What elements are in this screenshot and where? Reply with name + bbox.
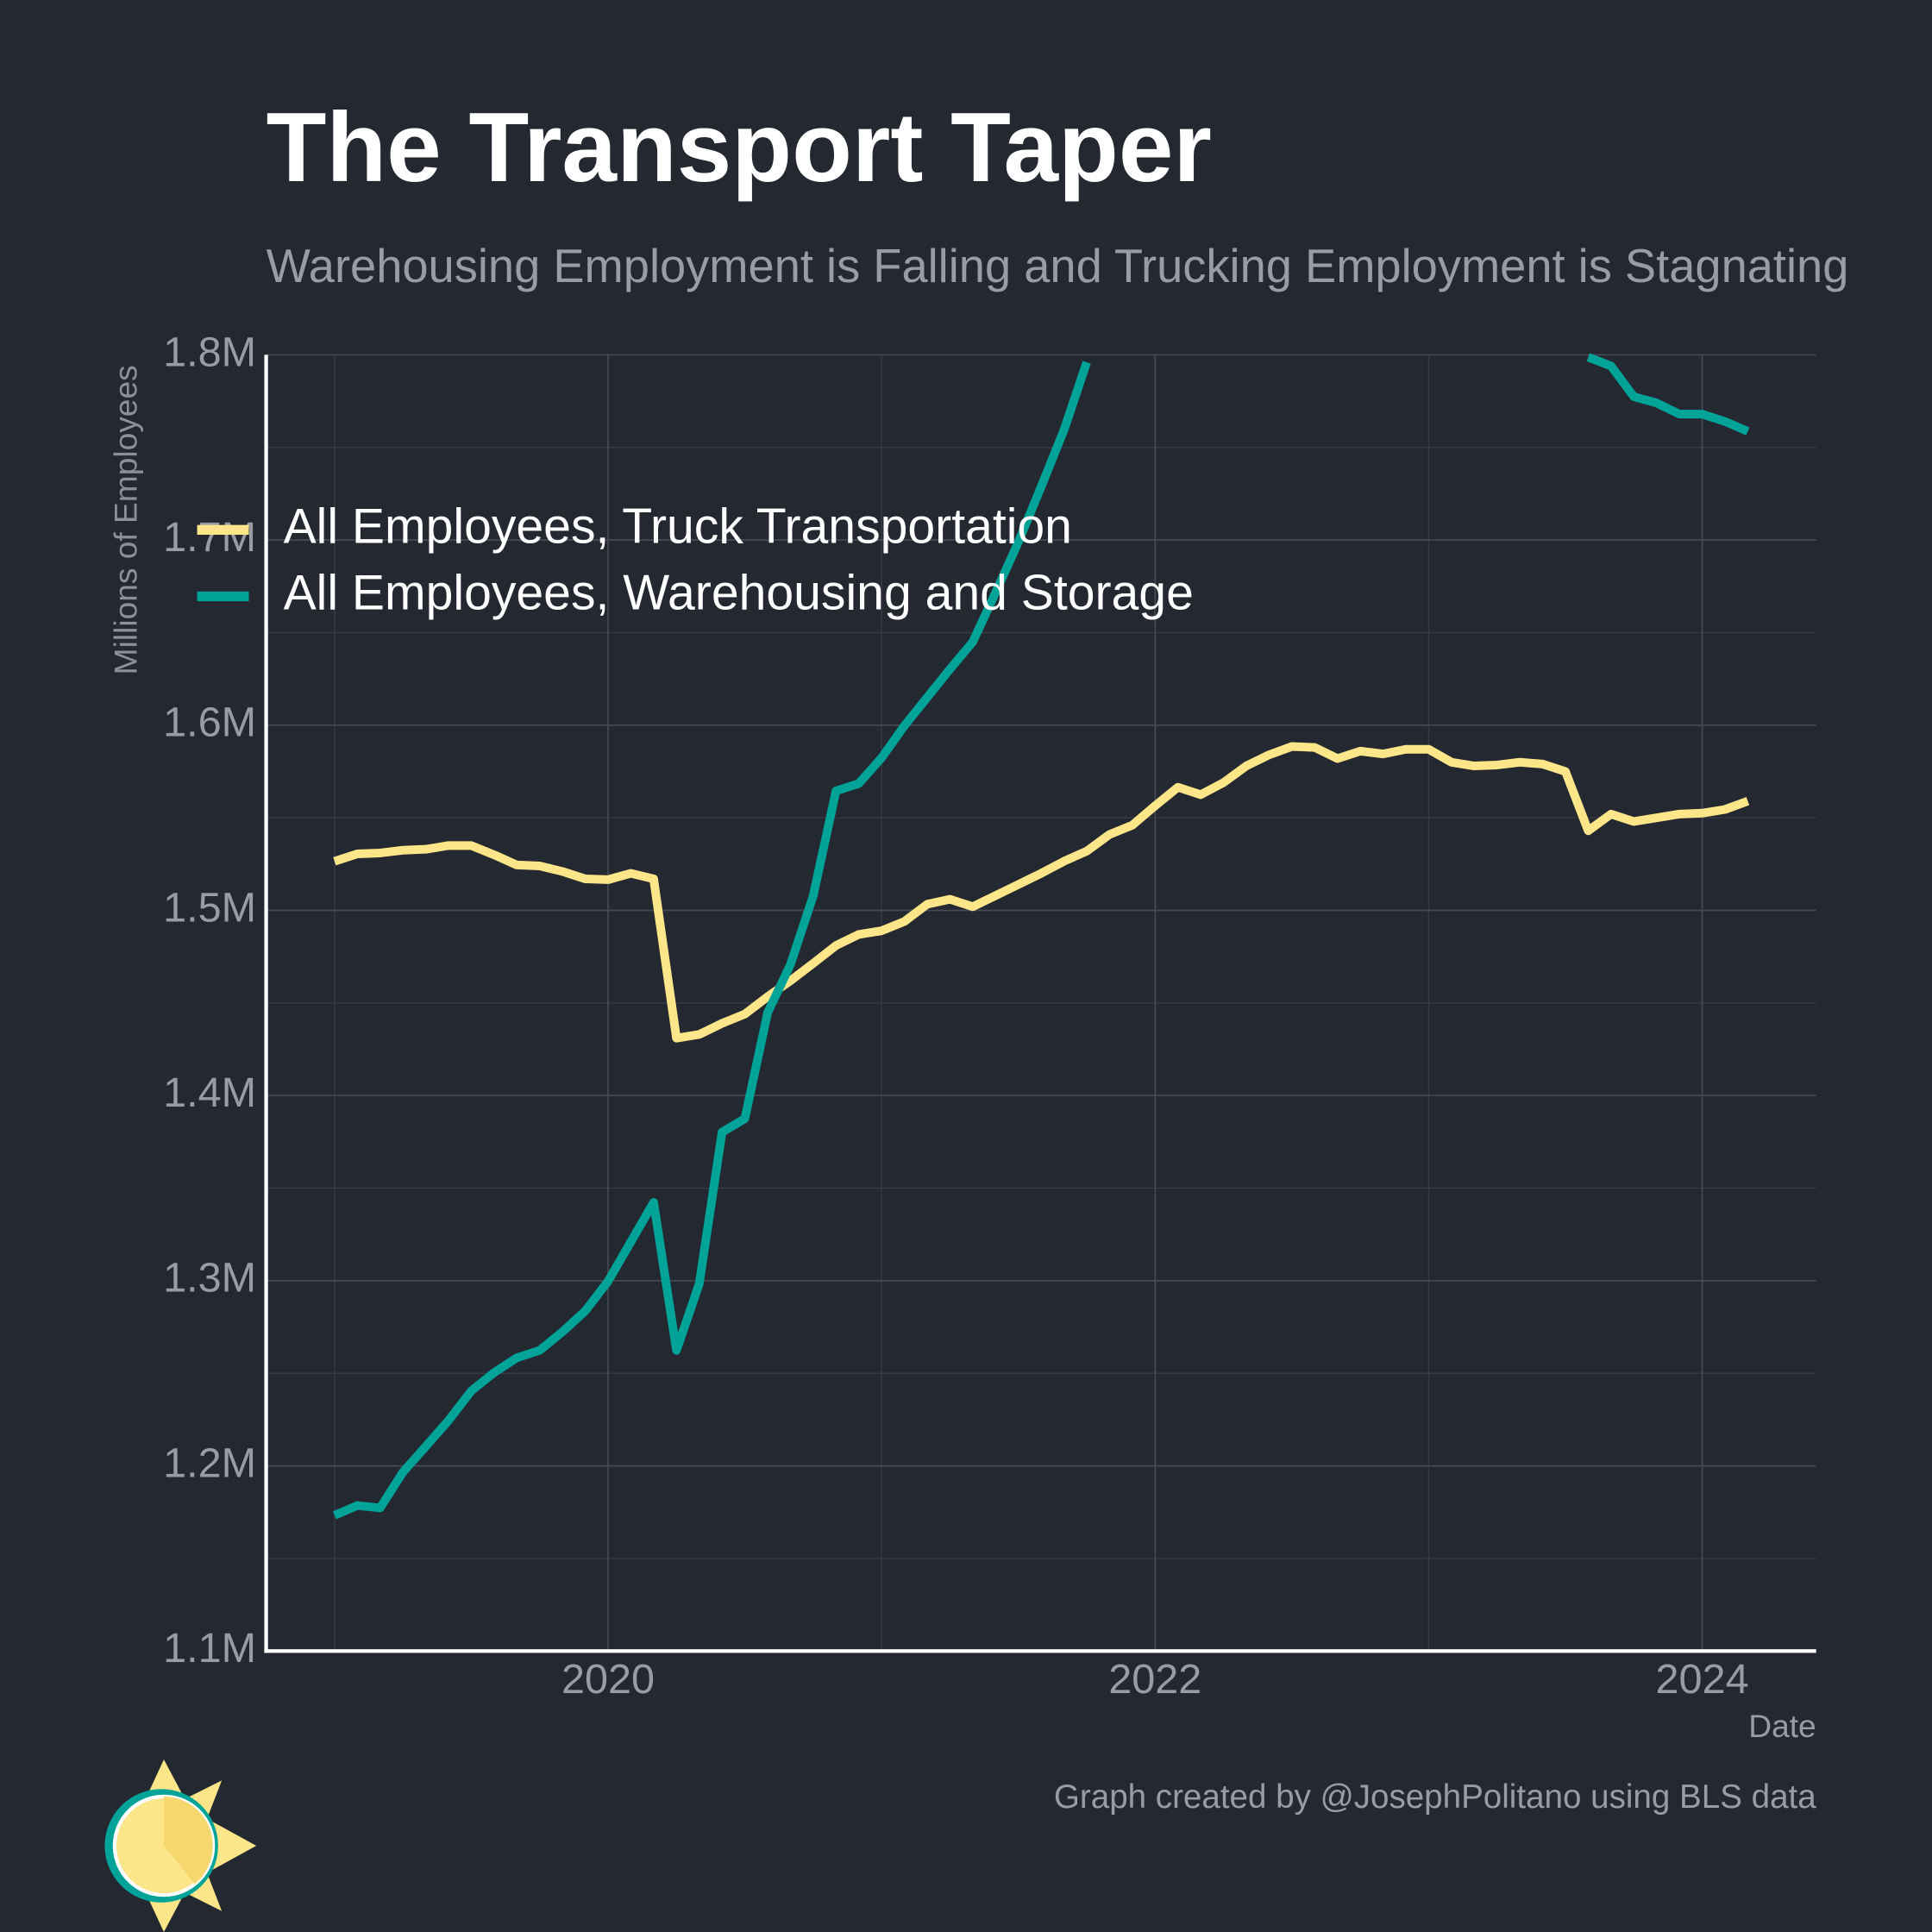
x-axis-label: Date — [1748, 1708, 1816, 1744]
x-tick-label: 2020 — [561, 1656, 655, 1703]
legend-label: All Employees, Warehousing and Storage — [284, 566, 1194, 621]
chart-title: The Transport Taper — [267, 93, 1212, 203]
series-line — [333, 742, 1750, 1043]
chart-subtitle: Warehousing Employment is Falling and Tr… — [267, 240, 1849, 292]
legend: All Employees, Truck Transportation All E… — [197, 499, 1194, 621]
logo — [104, 1760, 257, 1932]
y-tick-label: 1.5M — [163, 884, 256, 931]
series-line — [332, 353, 1750, 1520]
y-tick-label: 1.3M — [163, 1255, 256, 1302]
y-tick-label: 1.8M — [163, 329, 256, 375]
y-tick-label: 1.6M — [163, 699, 256, 746]
y-axis-label: Millions of Employees — [107, 365, 143, 674]
axes: 1.1M 1.2M 1.3M 1.4M 1.5M 1.6M 1.7M 1.8M 2020 2022… — [163, 329, 1816, 1703]
legend-label: All Employees, Truck Transportation — [284, 499, 1072, 554]
y-tick-label: 1.2M — [163, 1440, 256, 1486]
x-tick-label: 2022 — [1108, 1656, 1201, 1703]
y-tick-label: 1.7M — [163, 514, 256, 561]
caption: Graph created by @JosephPolitano using B… — [1054, 1778, 1816, 1816]
lines — [332, 353, 1750, 1520]
y-tick-label: 1.1M — [163, 1625, 256, 1672]
x-tick-label: 2024 — [1656, 1656, 1749, 1703]
y-tick-label: 1.4M — [163, 1070, 256, 1116]
